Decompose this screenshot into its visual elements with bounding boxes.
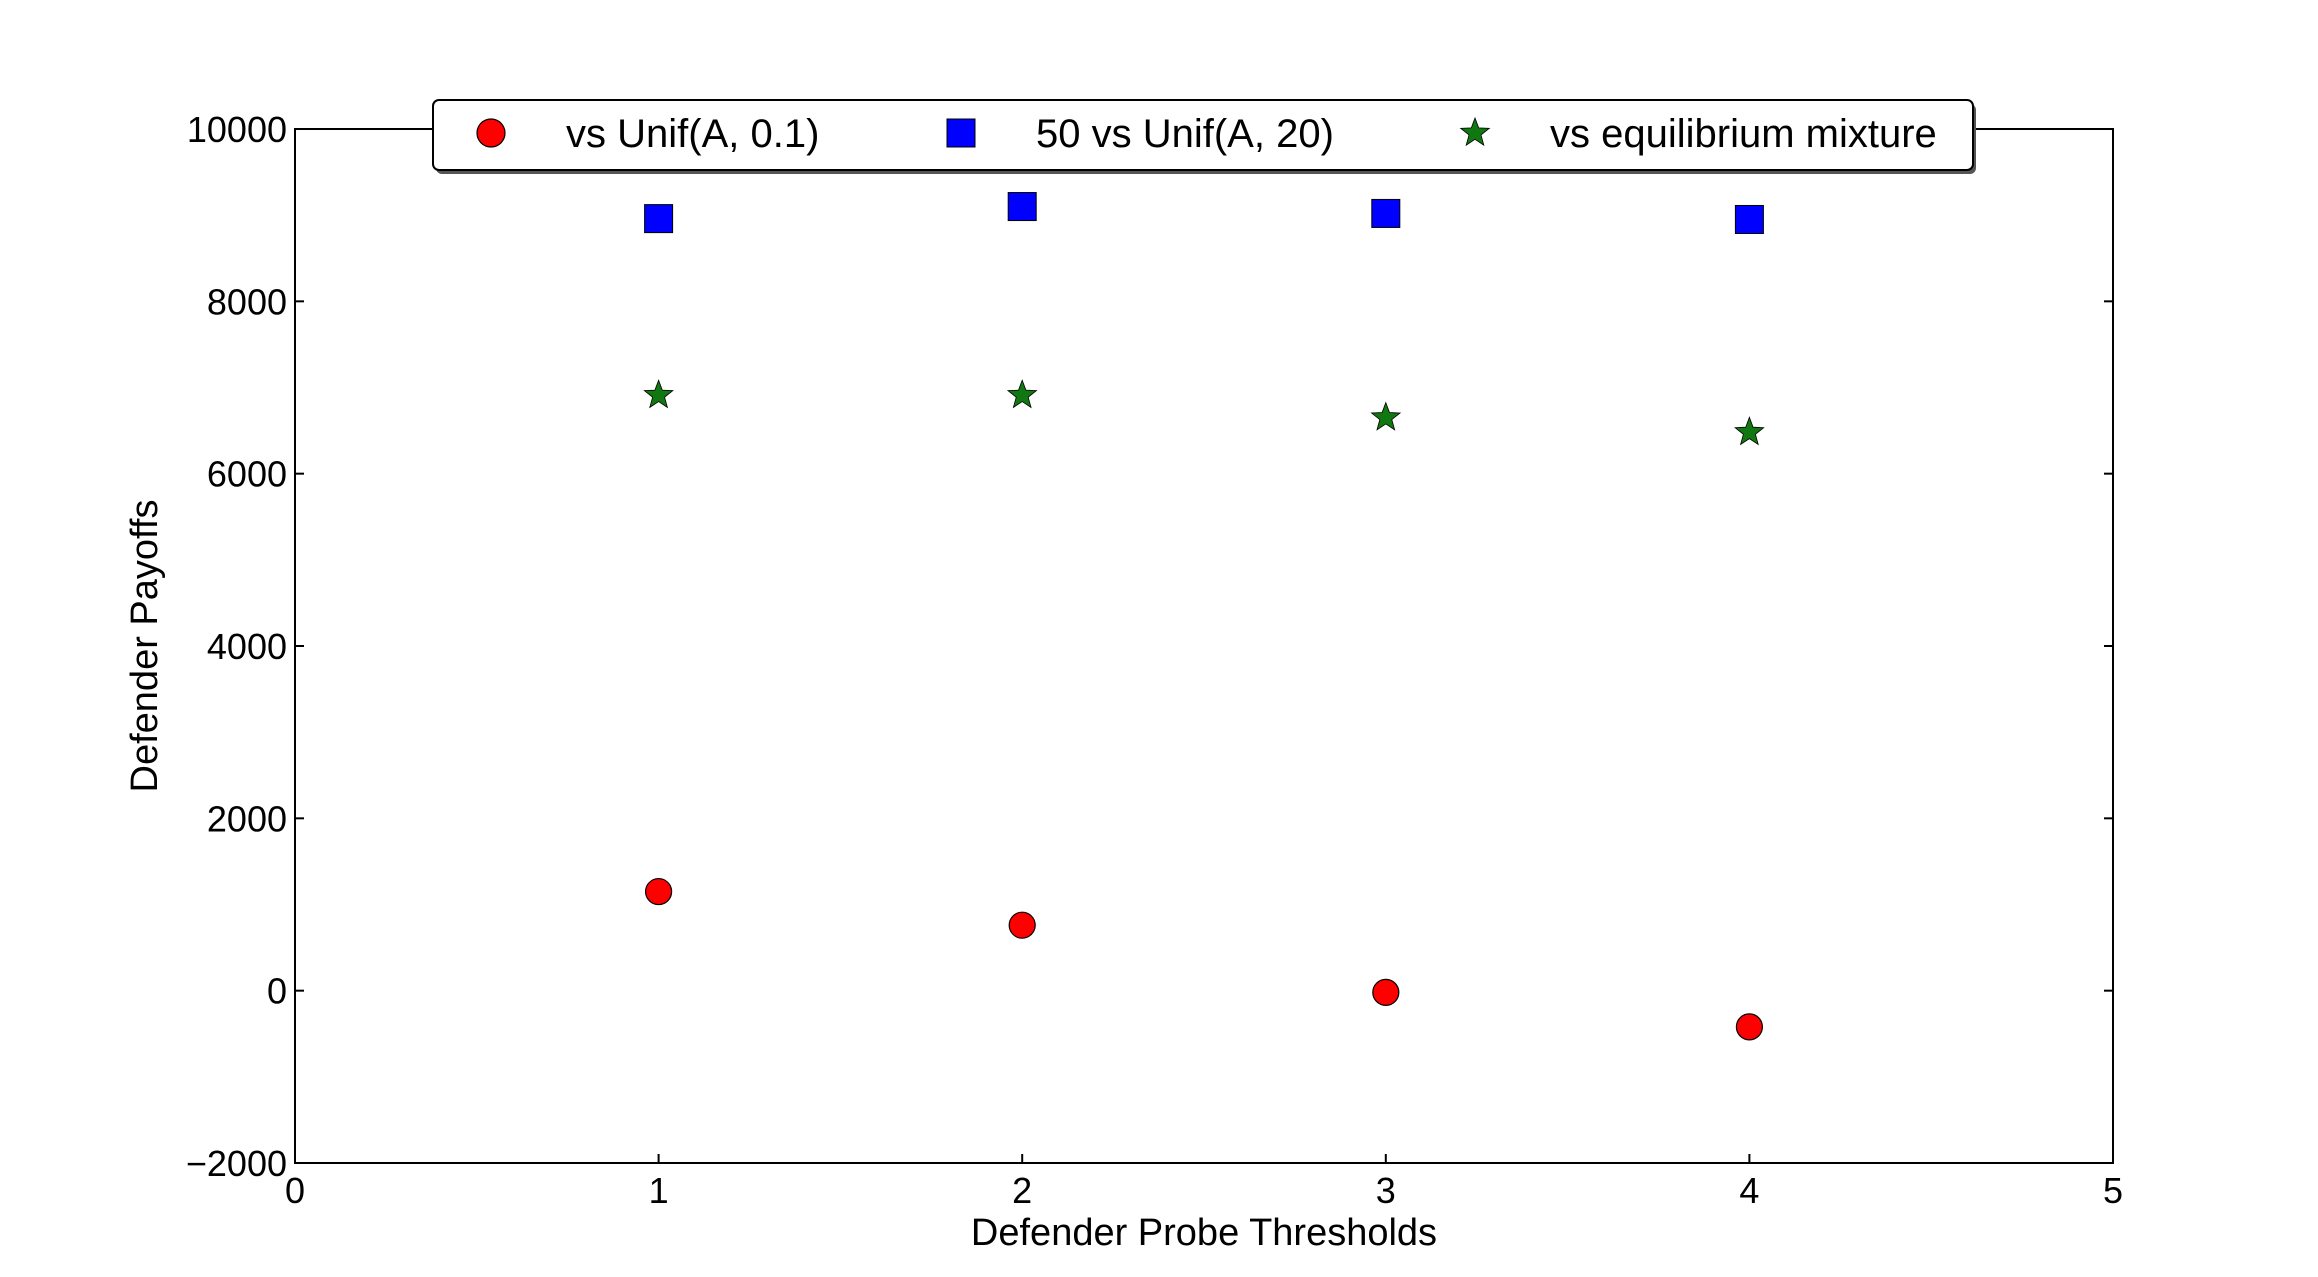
legend-label-series-1: vs Unif(A, 0.1) — [566, 112, 819, 156]
legend-marker-series-1 — [476, 118, 506, 148]
y-tick-label: 0 — [267, 971, 287, 1012]
legend-label-series-2: 50 vs Unif(A, 20) — [1036, 112, 1334, 156]
x-axis-title: Defender Probe Thresholds — [971, 1212, 1437, 1254]
y-axis-title: Defender Payoffs — [124, 500, 166, 793]
series-2-point — [1007, 192, 1037, 222]
series-3-point — [1370, 401, 1402, 431]
series-2-point — [644, 204, 674, 234]
legend-label-series-3: vs equilibrium mixture — [1550, 112, 1937, 156]
x-tick-labels: 0 1 2 3 4 5 — [285, 1170, 2123, 1211]
series-1-point — [644, 877, 673, 906]
y-tick-label: −2000 — [186, 1143, 287, 1184]
y-tick-labels: −2000 0 2000 4000 6000 8000 10000 — [186, 109, 287, 1184]
x-tick-label: 0 — [285, 1170, 305, 1211]
series-1-point — [1372, 978, 1400, 1006]
series-1-point — [1735, 1013, 1764, 1041]
series-3-point — [1006, 379, 1038, 409]
legend-marker-series-2 — [946, 118, 976, 148]
y-tick-label: 8000 — [207, 281, 287, 322]
plot-area — [294, 128, 2114, 1164]
x-tick-label: 2 — [1012, 1170, 1032, 1211]
y-tick-label: 6000 — [207, 454, 287, 495]
series-2-point — [1371, 198, 1401, 228]
x-tick-label: 4 — [1739, 1170, 1759, 1211]
data-points — [643, 192, 1765, 1041]
series-3-point — [1734, 416, 1765, 446]
legend-box — [432, 99, 1974, 171]
x-tick-label: 1 — [649, 1170, 669, 1211]
series-2-point — [1734, 204, 1764, 234]
series-1-point — [1008, 911, 1036, 939]
legend-markers — [476, 116, 1491, 148]
series-3-point — [643, 379, 674, 409]
legend: vs Unif(A, 0.1) 50 vs Unif(A, 20) vs equ… — [432, 99, 1976, 174]
y-tick-label: 10000 — [187, 109, 287, 150]
x-tick-label: 3 — [1376, 1170, 1396, 1211]
y-tick-label: 2000 — [207, 798, 287, 839]
y-tick-label: 4000 — [207, 626, 287, 667]
x-tick-label: 5 — [2103, 1170, 2123, 1211]
legend-marker-series-3 — [1459, 116, 1491, 147]
